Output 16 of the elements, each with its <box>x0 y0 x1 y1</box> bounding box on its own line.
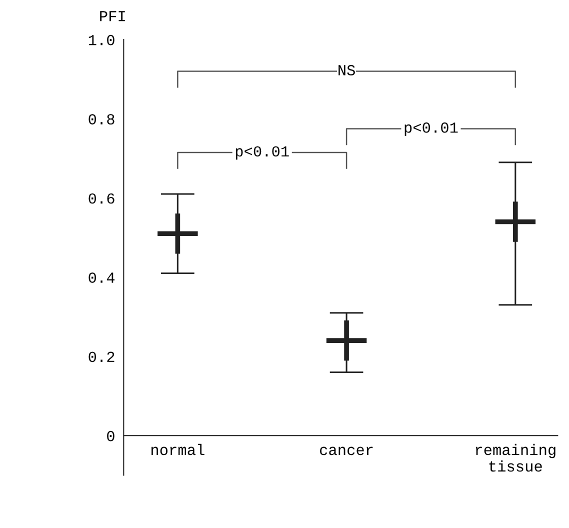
y-tick-label: 1.0 <box>88 34 114 46</box>
x-tick-label: cancer <box>320 446 373 456</box>
y-tick-label: 0 <box>107 430 114 442</box>
annotation: NS <box>338 65 355 76</box>
y-tick-label: 0.2 <box>88 352 114 362</box>
point <box>158 214 198 254</box>
x-tick-label: normal <box>152 444 204 456</box>
y-tick-label: 0.4 <box>88 272 115 283</box>
y-tick-label: 0.8 <box>88 114 114 124</box>
annotation: p<0.01 <box>236 146 289 160</box>
y-tick-label: 0.6 <box>88 193 114 204</box>
point <box>326 320 367 361</box>
x-tick-label: remaining tissue <box>476 444 556 472</box>
y-axis-title: PFI <box>100 11 125 22</box>
annotation: p<0.01 <box>404 122 458 136</box>
point <box>495 202 536 242</box>
